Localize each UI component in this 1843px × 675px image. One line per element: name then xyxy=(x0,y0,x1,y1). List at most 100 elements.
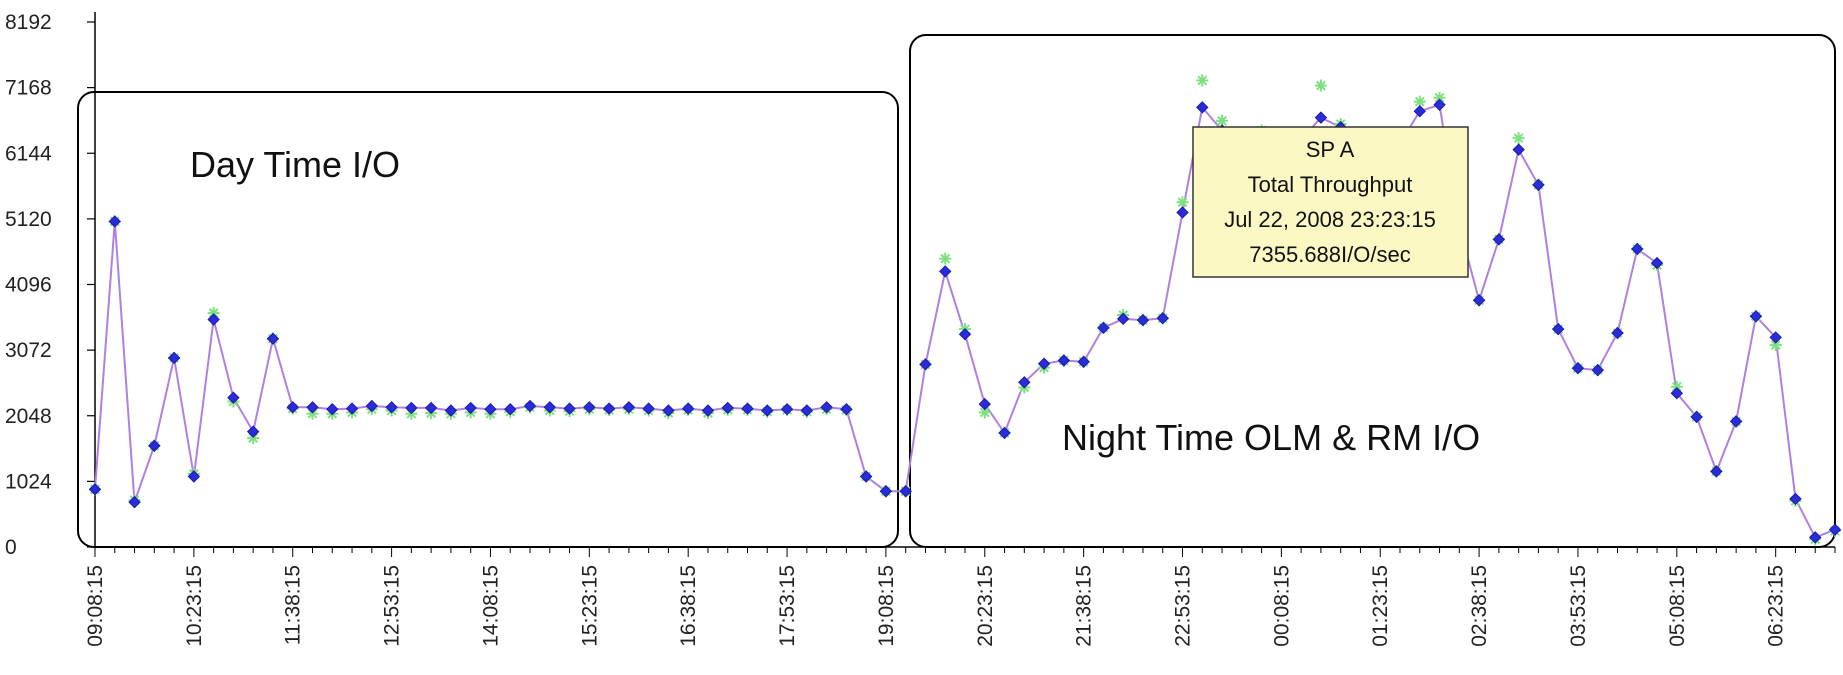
series-1-point xyxy=(405,401,418,415)
series-1-point xyxy=(958,328,972,341)
x-tick-label: 01:23:15 xyxy=(1369,565,1392,647)
series-1-point xyxy=(1472,294,1486,307)
series-1-point xyxy=(583,401,596,414)
series-1-point xyxy=(998,426,1011,440)
series-1-point xyxy=(1136,313,1150,327)
day-time-annotation: Day Time I/O xyxy=(190,144,400,185)
x-tick-label: 11:38:15 xyxy=(282,565,305,645)
x-tick-label: 02:38:15 xyxy=(1468,565,1491,647)
series-1-point xyxy=(1037,357,1051,370)
series-1-point xyxy=(246,425,260,438)
data-tooltip: SP A Total Throughput Jul 22, 2008 23:23… xyxy=(1192,126,1469,278)
tooltip-line-4: 7355.688I/O/sec xyxy=(1249,242,1410,267)
series-2-point xyxy=(1314,79,1327,92)
series-1-point xyxy=(1057,354,1071,367)
series-1-point xyxy=(1591,363,1604,377)
y-tick-label: 1024 xyxy=(5,470,52,493)
x-tick-label: 03:53:15 xyxy=(1567,565,1590,647)
series-1-point xyxy=(1789,492,1802,506)
series-1-point xyxy=(1809,531,1822,544)
series-1-point xyxy=(266,332,280,345)
series-2-point xyxy=(1216,114,1229,127)
series-2-point xyxy=(978,406,991,419)
series-1-point xyxy=(761,404,774,417)
series-1-point xyxy=(1116,312,1130,326)
series-1-point xyxy=(484,403,497,416)
series-1-point xyxy=(1551,322,1565,336)
series-1-point xyxy=(444,404,458,417)
series-1-point xyxy=(780,403,794,416)
series-1-point xyxy=(1710,465,1723,478)
x-tick-label: 19:08:15 xyxy=(875,565,898,647)
night-time-region-box xyxy=(909,34,1836,548)
x-tick-label: 12:53:15 xyxy=(381,565,404,647)
series-2-point xyxy=(1196,74,1209,87)
y-tick-label: 5120 xyxy=(5,208,52,231)
series-1-point xyxy=(1690,410,1703,424)
series-1-point xyxy=(543,401,556,414)
series-1-point xyxy=(721,401,734,415)
x-tick-label: 09:08:15 xyxy=(84,565,107,647)
series-1-point xyxy=(88,483,102,496)
series-1-point xyxy=(1650,256,1664,270)
y-tick-label: 3072 xyxy=(5,339,52,362)
series-1-point xyxy=(840,403,853,416)
series-1-point xyxy=(622,401,636,414)
series-1-point xyxy=(286,401,299,414)
series-1-point xyxy=(1571,361,1585,375)
series-1-point xyxy=(345,402,359,415)
series-1-point xyxy=(1176,206,1189,219)
series-1-point xyxy=(1749,310,1763,323)
series-1-point xyxy=(662,404,675,417)
y-axis: 0 1024 2048 3072 4096 5120 6144 7168 8192 xyxy=(5,11,96,559)
series-1-point xyxy=(1077,355,1090,368)
series-1-point xyxy=(1828,523,1842,536)
y-tick-label: 4096 xyxy=(5,274,52,297)
y-tick-label: 2048 xyxy=(5,405,52,428)
y-tick-label: 0 xyxy=(5,536,17,559)
series-1-point xyxy=(1729,415,1743,428)
series-2-point xyxy=(1512,132,1525,145)
series-1-point xyxy=(1670,386,1684,400)
series-1-point xyxy=(1611,326,1624,340)
series-1-point xyxy=(523,399,537,413)
x-tick-label: 22:53:15 xyxy=(1172,565,1195,647)
series-1-point xyxy=(919,358,932,371)
tooltip-line-2: Total Throughput xyxy=(1248,172,1413,197)
series-1-point xyxy=(1097,321,1110,335)
series-1-point xyxy=(108,215,121,228)
series-1-point xyxy=(1196,101,1209,114)
day-time-region-box xyxy=(77,91,899,548)
series-1-point xyxy=(385,401,398,414)
series-1-point xyxy=(1492,233,1506,246)
series-1-point xyxy=(820,401,833,414)
series-1-point xyxy=(1156,312,1169,325)
y-tick-label: 6144 xyxy=(5,142,52,165)
series-1-point xyxy=(167,351,181,365)
series-1-point xyxy=(741,402,754,415)
series-2-point xyxy=(1670,380,1683,393)
x-tick-label: 05:08:15 xyxy=(1666,565,1689,647)
series-1-point xyxy=(326,403,339,416)
series-1-point xyxy=(800,404,814,417)
series-1-point xyxy=(978,397,991,411)
y-tick-label: 8192 xyxy=(5,11,52,34)
series-1-point xyxy=(1631,242,1644,256)
series-layer xyxy=(88,74,1842,546)
series-1-point xyxy=(207,313,220,326)
series-1-point xyxy=(602,402,616,415)
series-1-point xyxy=(1018,376,1031,389)
series-1-point xyxy=(681,402,695,415)
series-1-point xyxy=(365,399,379,413)
series-1-point xyxy=(899,485,912,498)
series-2-point xyxy=(939,252,952,265)
tooltip-line-3: Jul 22, 2008 23:23:15 xyxy=(1224,207,1436,232)
x-axis: 09:08:15 10:23:15 11:38:15 12:53:15 14:08:15… xyxy=(84,546,1836,647)
series-1-point xyxy=(128,495,141,509)
x-tick-label: 10:23:15 xyxy=(183,565,206,647)
series-1-point xyxy=(1314,111,1328,124)
series-1-point xyxy=(148,439,161,452)
series-1-point xyxy=(1769,331,1782,344)
series-1-point xyxy=(504,403,517,416)
